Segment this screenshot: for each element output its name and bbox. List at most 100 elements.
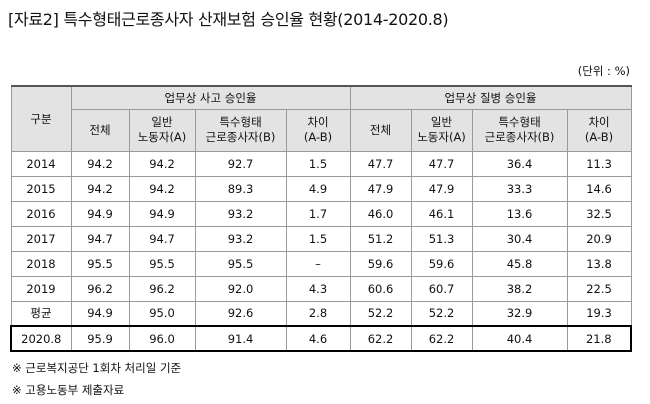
table-cell: 47.9 — [349, 175, 412, 202]
column-header: 특수형태 근로종사자(B) — [471, 108, 568, 152]
table-cell: 13.6 — [471, 200, 568, 227]
table-cell: 51.2 — [349, 225, 412, 252]
table-cell: 30.4 — [471, 225, 568, 252]
table-cell: 32.5 — [566, 200, 632, 227]
table-cell: 22.5 — [566, 275, 632, 302]
table-cell: 95.9 — [70, 325, 130, 352]
column-header: 전체 — [349, 108, 412, 152]
table-cell: 96.0 — [128, 325, 196, 352]
table-cell: 94.9 — [128, 200, 196, 227]
table-cell: 4.3 — [285, 275, 351, 302]
table-cell: 93.2 — [194, 225, 287, 252]
table-cell: 52.2 — [410, 300, 473, 327]
table-cell: 21.8 — [566, 325, 633, 352]
table-cell: 11.3 — [566, 150, 632, 177]
table-cell: 62.2 — [349, 325, 412, 352]
table-cell: 91.4 — [194, 325, 287, 352]
header-line: 일반 — [430, 115, 453, 129]
row-label: 평균 — [10, 300, 72, 327]
table-cell: 1.7 — [285, 200, 351, 227]
note: ※ 고용노동부 제출자료 — [12, 383, 125, 397]
header-line: 노동자(A) — [417, 130, 466, 144]
table-cell: 46.1 — [410, 200, 473, 227]
group-header: 업무상 질병 승인율 — [349, 85, 632, 110]
table-cell: 20.9 — [566, 225, 632, 252]
table-cell: 47.7 — [410, 150, 473, 177]
table-cell: 95.0 — [128, 300, 196, 327]
table-cell: 92.7 — [194, 150, 287, 177]
table-row: 2018 95.5 95.5 95.5–59.6 59.6 45.8 13.8 — [10, 250, 632, 277]
table-cell: 89.3 — [194, 175, 287, 202]
note: ※ 근로복지공단 1회차 처리일 기준 — [12, 361, 182, 375]
table-cell: – — [285, 250, 351, 277]
header-line: 전체 — [369, 122, 392, 137]
title: [자료2] 특수형태근로종사자 산재보험 승인율 현황(2014-2020.8) — [8, 10, 449, 29]
table-cell: 94.9 — [70, 300, 130, 327]
table-cell: 94.2 — [128, 175, 196, 202]
table-cell: 47.9 — [410, 175, 473, 202]
header-line: 전체 — [89, 122, 111, 137]
table-row: 2019 96.2 96.2 92.0 4.3 60.6 60.7 38.2 22.5 — [10, 275, 632, 302]
header-line: 차이 — [307, 115, 329, 129]
unit-label: (단위 : %) — [577, 64, 630, 78]
header-line: (A-B) — [584, 130, 614, 144]
table-cell: 93.2 — [194, 200, 287, 227]
table-cell: 32.9 — [471, 300, 568, 327]
table-cell: 59.6 — [349, 250, 412, 277]
row-label: 2016 — [10, 200, 72, 227]
table-row: 2017 94.7 94.7 93.2 1.5 51.2 51.3 30.4 20.9 — [10, 225, 632, 252]
table-cell: 95.5 — [70, 250, 130, 277]
table-cell: 2.8 — [285, 300, 351, 327]
table-row: 평균 94.9 95.0 92.6 2.8 52.2 52.2 32.9 19.3 — [10, 300, 632, 327]
table-row: 2014 94.2 94.2 92.7 1.5 47.7 47.7 36.4 11.3 — [10, 150, 632, 177]
table-cell: 95.5 — [128, 250, 196, 277]
header-row: 구분 업무상 사고 승인율 업무상 질병 승인율 — [10, 85, 632, 152]
column-header: 차이 (A-B) — [566, 108, 632, 152]
table-cell: 14.6 — [566, 175, 632, 202]
header-line: 특수형태 — [498, 115, 541, 129]
table-cell: 96.2 — [128, 275, 196, 302]
header-cell: 구분 — [10, 85, 72, 152]
column-header: 전체 — [70, 108, 130, 152]
table-cell: 92.6 — [194, 300, 287, 327]
table-cell: 92.0 — [194, 275, 287, 302]
table-cell: 1.5 — [285, 150, 351, 177]
table-header: 구분 업무상 사고 승인율 업무상 질병 승인율 전체 일반 노동자(A) 특수형태 근로종사… — [10, 85, 632, 152]
table-cell: 59.6 — [410, 250, 473, 277]
table-row: 2016 94.9 94.9 93.2 1.7 46.0 46.1 13.6 32.5 — [10, 200, 632, 227]
row-label: 2017 — [10, 225, 72, 252]
table-cell: 94.2 — [128, 150, 196, 177]
header-row: 전체 일반 노동자(A) 특수형태 근로종사자(B) 차이 (A-B) 전체 일반 노동자(A) 특… — [11, 108, 632, 152]
table-cell: 47.7 — [349, 150, 412, 177]
table-cell: 19.3 — [566, 300, 632, 327]
table-cell: 13.8 — [566, 250, 632, 277]
table-cell: 51.3 — [410, 225, 473, 252]
table-cell: 62.2 — [410, 325, 473, 352]
table-cell: 52.2 — [349, 300, 412, 327]
header-line: 일반 — [151, 115, 173, 129]
table-cell: 4.9 — [285, 175, 351, 202]
table-cell: 96.2 — [70, 275, 130, 302]
data-table: 구분 업무상 사고 승인율 업무상 질병 승인율 전체 일반 노동자(A) 특수형태 근로종사… — [10, 85, 633, 352]
header-line: 근로종사자(B) — [484, 130, 555, 144]
table-cell: 40.4 — [471, 325, 568, 352]
column-header: 일반 노동자(A) — [410, 108, 473, 152]
table-cell: 33.3 — [471, 175, 568, 202]
row-label: 2015 — [10, 175, 72, 202]
table-cell: 60.6 — [349, 275, 412, 302]
header-line: (A-B) — [303, 130, 333, 144]
table-body: 2014 94.2 94.2 92.7 1.5 47.7 47.7 36.4 11.3 2015 9… — [10, 150, 633, 352]
group-header: 업무상 사고 승인율 — [70, 85, 351, 110]
column-header: 차이 (A-B) — [285, 108, 351, 152]
table-cell: 45.8 — [471, 250, 568, 277]
table-cell: 94.2 — [70, 175, 130, 202]
table-cell: 94.7 — [128, 225, 196, 252]
table-cell: 94.7 — [70, 225, 130, 252]
row-label: 2020.8 — [10, 325, 72, 352]
header-line: 노동자(A) — [137, 130, 187, 144]
table-row: 2020.8 95.9 96.0 91.4 4.6 62.2 62.2 40.4 21.8 — [10, 325, 633, 352]
table-cell: 94.2 — [70, 150, 130, 177]
row-label: 2014 — [10, 150, 72, 177]
table-cell: 46.0 — [349, 200, 412, 227]
